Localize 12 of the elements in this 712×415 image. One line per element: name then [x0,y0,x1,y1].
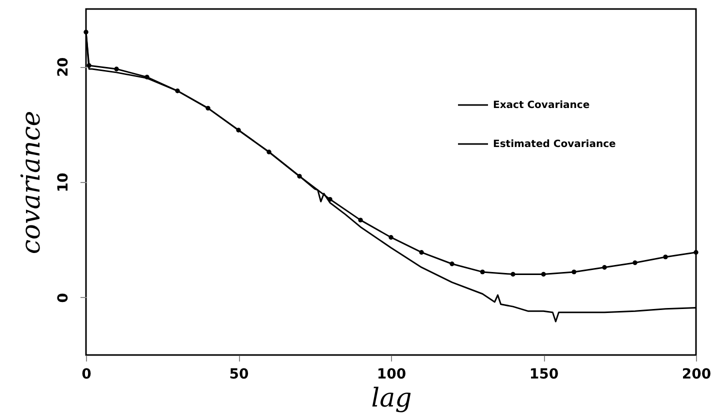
y-tick-label: 20 [56,57,72,77]
y-axis-title: covariance [16,110,46,254]
y-tick-label: 10 [56,172,72,192]
legend-label: Exact Covariance [493,100,590,111]
y-tick-label: 0 [56,292,72,303]
x-tick-label: 200 [682,366,712,382]
x-tick-label: 0 [82,366,92,382]
x-tick-label: 50 [229,366,249,382]
x-tick-label: 150 [529,366,559,382]
legend-label: Estimated Covariance [493,139,616,150]
x-tick-label: 100 [376,366,406,382]
x-axis-title: lag [371,384,412,414]
